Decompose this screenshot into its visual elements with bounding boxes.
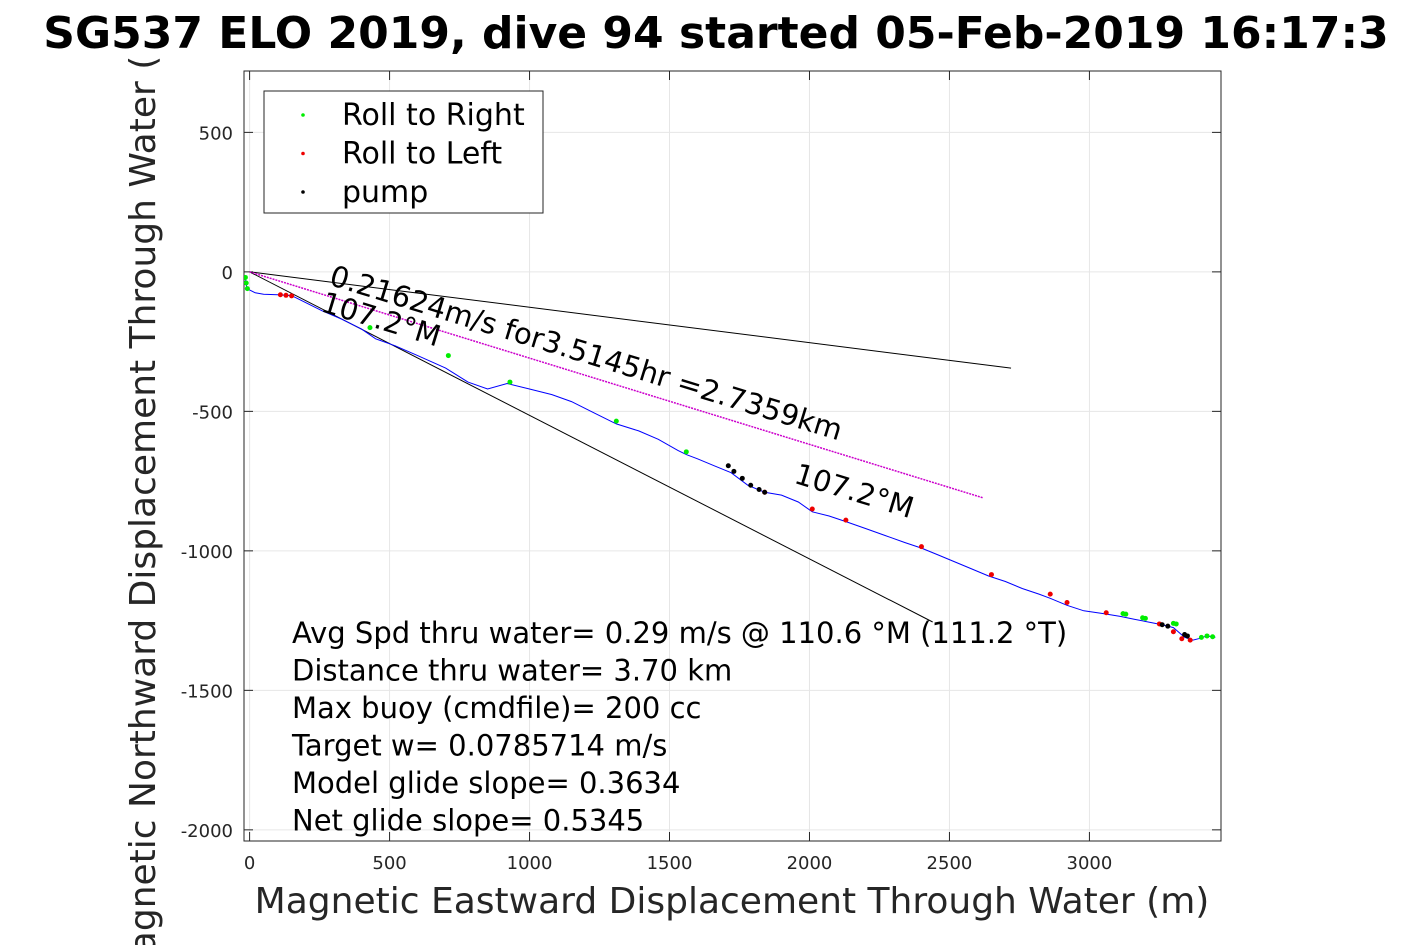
pump-point [762,489,768,495]
roll-right-point [1210,634,1216,640]
stat-line: Distance thru water= 3.70 km [292,654,732,688]
vector-line-3 [249,271,984,499]
roll-left-point [843,517,849,523]
ticks [244,71,1221,841]
pump-point [731,468,737,474]
legend-marker [301,190,305,194]
roll-right-point [1142,615,1148,621]
chart-title: SG537 ELO 2019, dive 94 started 05-Feb-2… [43,8,1388,59]
roll-left-point [1170,629,1176,635]
roll-right-point [1198,634,1204,640]
legend-box [263,90,544,214]
roll-left-point [283,292,289,298]
pump-point [725,463,731,469]
stat-line: Max buoy (cmdfile)= 200 cc [292,691,701,725]
roll-left-point [1103,610,1109,616]
pump-point [739,475,745,481]
x-tick-label: 0 [244,853,255,874]
roll-right-point [1173,621,1179,627]
annotation-text: 0.21624m/s for3.5145hr =2.7359km [326,259,847,448]
axes-box [243,70,1222,842]
pump-point [1165,623,1171,629]
roll-right-point [613,418,619,424]
roll-right-point [244,286,250,292]
roll-right-point [507,379,513,385]
y-tick-label: -2000 [181,821,233,842]
stat-line: Net glide slope= 0.5345 [292,804,644,838]
stat-line: Target w= 0.0785714 m/s [291,729,667,763]
roll-left-point [918,544,924,550]
legend-marker [301,113,305,117]
roll-right-point [445,353,451,359]
y-tick-label: -1000 [181,542,233,563]
roll-left-point [1179,636,1185,642]
y-tick-label: 0 [222,263,233,284]
roll-left-point [277,292,283,298]
pump-point [748,482,754,488]
roll-right-point [367,325,373,331]
pump-point [1184,633,1190,639]
pump-point [1159,622,1165,628]
legend-label: pump [342,175,428,210]
y-tick-label: 500 [199,123,233,144]
stat-line: Model glide slope= 0.3634 [292,766,680,800]
plot-area [244,271,1216,643]
x-tick-label: 2500 [927,853,973,874]
annotations: 0.21624m/s for3.5145hr =2.7359km107.2°M1… [318,259,918,525]
roll-right-point [244,280,249,286]
x-tick-label: 500 [372,853,406,874]
stats-block: Avg Spd thru water= 0.29 m/s @ 110.6 °M … [291,616,1067,838]
legend-label: Roll to Right [342,98,525,133]
y-axis-label: Magnetic Northward Displacement Through … [123,56,164,945]
vector-line-1 [249,271,1012,369]
x-tick-label: 1500 [647,853,693,874]
roll-left-point [809,506,815,512]
legend-marker [301,151,305,156]
tick-labels: 0 500 1000 1500 2000 2500 3000 500 0 -500 -1000 -15… [181,123,1113,874]
roll-right-point [244,274,248,280]
roll-left-point [988,572,994,578]
y-tick-label: -500 [192,402,233,423]
roll-left-point [1187,637,1193,643]
x-axis-label: Magnetic Eastward Displacement Through W… [255,881,1210,922]
roll-right-point [683,449,689,455]
roll-right-point [1123,611,1129,617]
x-tick-label: 2000 [787,853,833,874]
stat-line: Avg Spd thru water= 0.29 m/s @ 110.6 °M … [292,616,1067,650]
y-tick-label: -1500 [181,681,233,702]
pump-point [756,486,762,492]
roll-left-point [1064,599,1070,605]
roll-right-point [1204,633,1210,639]
roll-left-point [289,293,295,299]
x-tick-label: 3000 [1067,853,1113,874]
x-tick-label: 1000 [507,853,553,874]
roll-left-point [1047,591,1053,597]
legend-label: Roll to Left [342,137,502,172]
